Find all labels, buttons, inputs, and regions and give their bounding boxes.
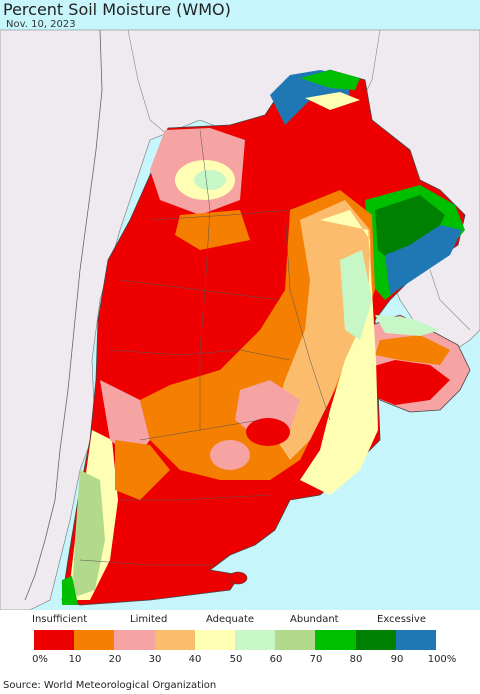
uruguay-orange (375, 335, 450, 365)
chile-coast (24, 29, 103, 601)
central-red-patch (246, 418, 290, 446)
legend-swatch-7 (315, 630, 356, 650)
central-yellow (300, 210, 378, 495)
legend-tick: 30 (148, 654, 162, 665)
legend-tick-labels: 0% 10 20 30 40 50 60 70 80 90 100% (0, 654, 480, 668)
soil-moisture-map (0, 0, 480, 610)
northwest-green (194, 170, 226, 190)
central-lightgreen (340, 250, 372, 340)
northwest-orange (175, 210, 250, 250)
legend-tick: 60 (269, 654, 283, 665)
legend-swatch-3 (154, 630, 195, 650)
legend-label-limited: Limited (130, 614, 168, 625)
legend-category-labels: Insufficient Limited Adequate Abundant E… (0, 614, 480, 628)
legend-tick: 10 (68, 654, 82, 665)
legend-label-excessive: Excessive (377, 614, 426, 625)
legend-swatch-9 (395, 630, 437, 650)
legend-tick: 100% (427, 654, 457, 665)
central-pink-patch (210, 440, 250, 470)
north-yellow (305, 92, 360, 110)
north-green (300, 70, 360, 90)
legend-swatch-6 (275, 630, 316, 650)
source-credit: Source: World Meteorological Organizatio… (3, 680, 217, 691)
northeast-blue (385, 225, 462, 295)
patagonia-orange (115, 440, 170, 500)
page-title: Percent Soil Moisture (WMO) (3, 0, 231, 19)
legend-tick: 80 (349, 654, 363, 665)
island-red (228, 571, 248, 585)
uruguay-green (375, 315, 440, 336)
legend-tick: 0% (32, 654, 48, 665)
patagonia-west-green (72, 470, 105, 598)
legend-tick: 40 (188, 654, 202, 665)
legend-swatch-0 (34, 630, 75, 650)
legend-swatch-2 (114, 630, 155, 650)
legend-color-bar (34, 630, 437, 650)
patagonia-pink (100, 380, 150, 460)
legend-tick: 70 (309, 654, 323, 665)
legend-label-abundant: Abundant (290, 614, 339, 625)
legend-swatch-4 (194, 630, 236, 650)
legend-label-insufficient: Insufficient (32, 614, 88, 625)
legend-swatch-8 (355, 630, 396, 650)
patagonia-west-darkgreen (62, 576, 78, 605)
legend-tick: 50 (229, 654, 243, 665)
legend-tick: 20 (108, 654, 122, 665)
legend-swatch-1 (74, 630, 115, 650)
legend-swatch-5 (235, 630, 276, 650)
map-date: Nov. 10, 2023 (6, 19, 76, 30)
legend-tick: 90 (390, 654, 404, 665)
province-borders (79, 129, 331, 566)
uruguay-dry (360, 360, 450, 405)
legend-label-adequate: Adequate (206, 614, 255, 625)
northeast-darkgreen (375, 195, 445, 265)
